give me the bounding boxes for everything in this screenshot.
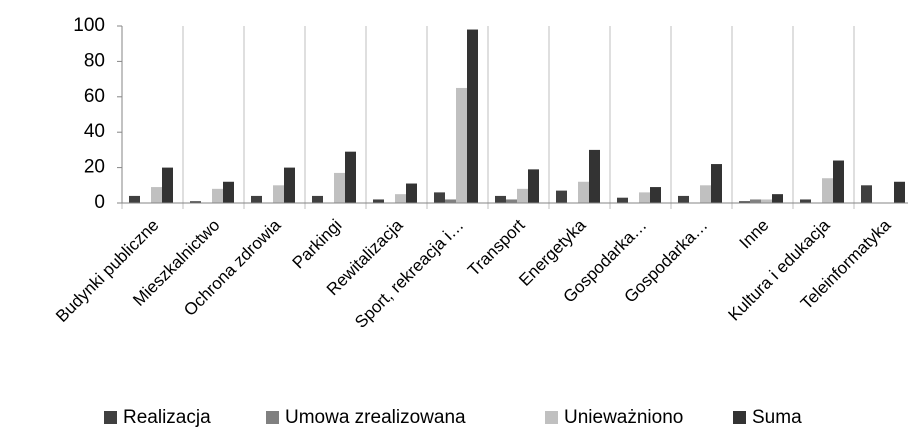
bar bbox=[589, 149, 600, 203]
y-tick-label: 100 bbox=[73, 15, 105, 36]
bar bbox=[445, 199, 456, 203]
bar bbox=[506, 199, 517, 203]
x-tick-label: Parkingi bbox=[289, 216, 346, 273]
bar bbox=[761, 199, 772, 203]
bar bbox=[650, 187, 661, 203]
bar bbox=[373, 199, 384, 203]
x-tick-label: Kultura i edukacja bbox=[725, 215, 834, 324]
legend-swatch bbox=[545, 411, 558, 424]
bar bbox=[456, 87, 467, 203]
legend-label: Umowa zrealizowana bbox=[285, 407, 466, 428]
bar bbox=[678, 195, 689, 203]
bar bbox=[700, 185, 711, 203]
legend-label: Unieważniono bbox=[564, 407, 683, 428]
bar bbox=[284, 167, 295, 203]
bar bbox=[190, 201, 201, 203]
bar bbox=[528, 169, 539, 203]
bar bbox=[800, 199, 811, 203]
bar bbox=[617, 197, 628, 203]
bar bbox=[129, 195, 140, 203]
bar bbox=[312, 195, 323, 203]
y-tick-label: 20 bbox=[84, 157, 105, 178]
legend-label: Suma bbox=[752, 407, 802, 428]
bar bbox=[251, 195, 262, 203]
bar bbox=[406, 183, 417, 203]
bar bbox=[833, 160, 844, 203]
y-tick-label: 0 bbox=[94, 192, 105, 213]
bar bbox=[822, 178, 833, 203]
bar bbox=[739, 201, 750, 203]
y-tick-label: 60 bbox=[84, 86, 105, 107]
bar bbox=[750, 199, 761, 203]
bar bbox=[517, 188, 528, 203]
bar bbox=[212, 188, 223, 203]
bar bbox=[334, 172, 345, 203]
y-tick-label: 80 bbox=[84, 50, 105, 71]
bar bbox=[162, 167, 173, 203]
bar bbox=[467, 29, 478, 204]
legend-label: Realizacja bbox=[123, 407, 211, 428]
x-tick-label: Inne bbox=[736, 216, 773, 253]
bar bbox=[345, 151, 356, 203]
y-tick-label: 40 bbox=[84, 121, 105, 142]
legend-swatch bbox=[733, 411, 746, 424]
x-tick-label: Budynki publiczne bbox=[52, 216, 162, 326]
bar bbox=[395, 194, 406, 203]
bar bbox=[639, 192, 650, 203]
legend-swatch bbox=[104, 411, 117, 424]
bar bbox=[711, 164, 722, 203]
bar bbox=[861, 185, 872, 203]
bar bbox=[772, 194, 783, 203]
x-tick-label: Transport bbox=[464, 215, 529, 280]
bar bbox=[556, 190, 567, 203]
bar bbox=[151, 187, 162, 203]
bar bbox=[578, 181, 589, 203]
bar bbox=[434, 192, 445, 203]
bar bbox=[894, 181, 905, 203]
bar bbox=[495, 195, 506, 203]
bar bbox=[273, 185, 284, 203]
x-tick-label: Sport, rekreacja i… bbox=[351, 216, 467, 332]
legend-swatch bbox=[266, 411, 279, 424]
bar bbox=[223, 181, 234, 203]
